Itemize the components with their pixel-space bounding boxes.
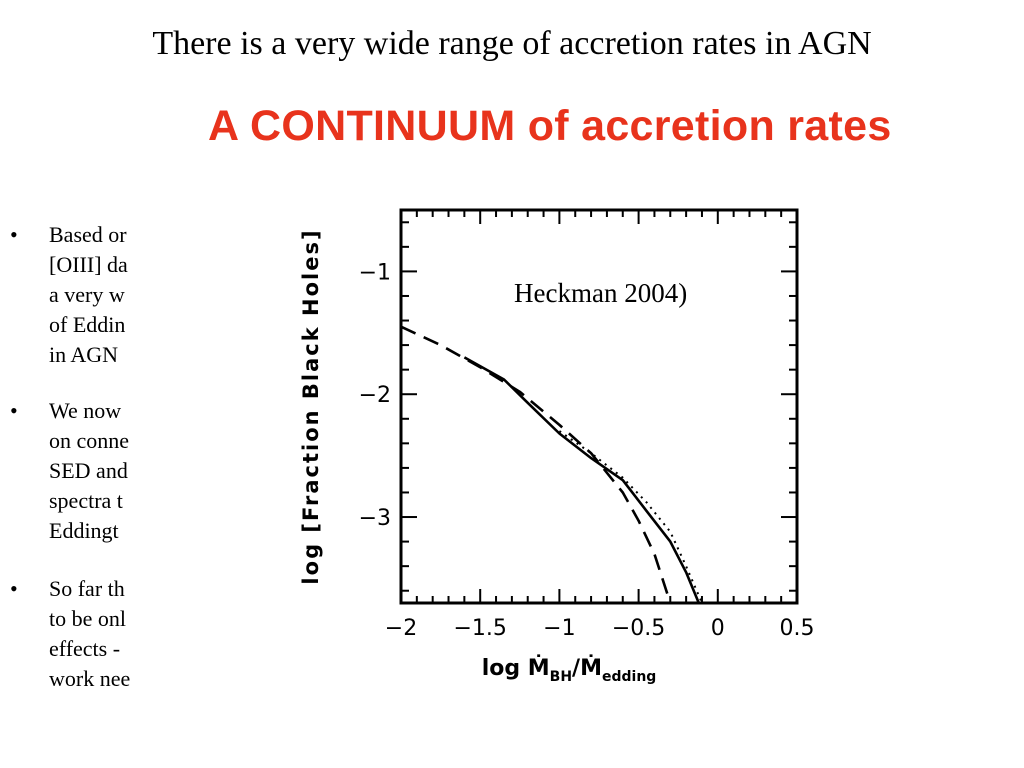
bullet-list: • Based or [OIII] da a very w of Eddin i… (0, 220, 148, 740)
bullet-line: in AGN (49, 342, 119, 367)
bullet-line: to be onl (49, 606, 126, 631)
series-line-dotted (558, 430, 703, 603)
x-axis-label-part: /Ṁ (572, 655, 602, 681)
x-tick-label: −2 (385, 616, 417, 641)
bullet-dot: • (10, 576, 18, 601)
bullet-line: We now (49, 398, 122, 423)
bullet-text-1: Based or [OIII] da a very w of Eddin in … (49, 220, 148, 370)
y-axis-label: log [Fraction Black Holes] (299, 228, 323, 584)
y-tick-label: −1 (359, 260, 391, 285)
plot-frame (399, 208, 799, 605)
slide-title: There is a very wide range of accretion … (152, 25, 872, 62)
x-axis-label-subscript: BH (550, 669, 572, 685)
y-tick-label: −3 (359, 506, 391, 531)
bullet-line: So far th (49, 576, 125, 601)
bullet-line: SED and (49, 458, 128, 483)
series-line-solid (463, 356, 701, 603)
y-tick-label: −2 (359, 383, 391, 408)
x-tick-label: −1.5 (453, 616, 506, 641)
bullet-line: effects - (49, 636, 121, 661)
x-axis-label-subscript: edding (602, 669, 656, 685)
accretion-rate-chart: −2 −1.5 −1 −0.5 0 0.5 −1 −2 −3 log [Fraction Blac… (299, 208, 815, 685)
bullet-line: Based or (49, 222, 127, 247)
bullet-line: a very w (49, 282, 125, 307)
bullet-line: [OIII] da (49, 252, 128, 277)
bullet-line: Eddingt (49, 518, 119, 543)
bullet-text-3: So far th to be onl effects - work nee (49, 574, 148, 694)
x-axis-label: log ṀBH/Ṁedding (482, 655, 657, 685)
bullet-line: work nee (49, 666, 131, 691)
bullet-dot: • (10, 398, 18, 423)
x-axis-label-part: log Ṁ (482, 655, 550, 681)
bullet-line: spectra t (49, 488, 123, 513)
x-tick-label: 0.5 (780, 616, 815, 641)
x-tick-label: −1 (543, 616, 575, 641)
bullet-line: on conne (49, 428, 130, 453)
chart-annotation: Heckman 2004) (514, 278, 688, 308)
x-tick-label: −0.5 (612, 616, 665, 641)
bullet-text-2: We now on conne SED and spectra t Edding… (49, 396, 148, 546)
x-tick-label: 0 (711, 616, 725, 641)
bullet-line: of Eddin (49, 312, 126, 337)
series-line-dashed (401, 325, 672, 603)
continuum-banner: A CONTINUUM of accretion rates (208, 102, 892, 150)
bullet-dot: • (10, 222, 18, 247)
